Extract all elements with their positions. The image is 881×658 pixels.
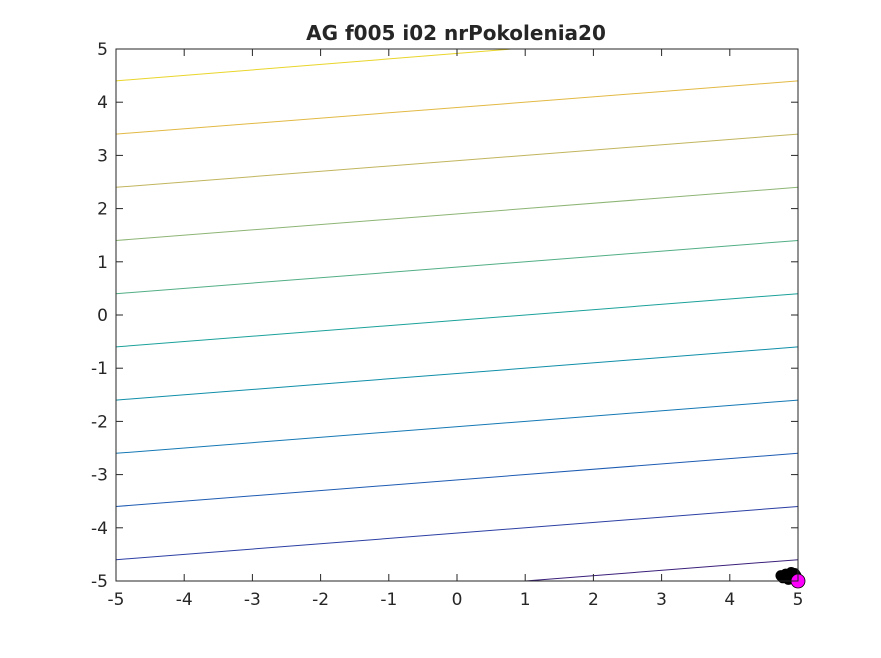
contour-line-6 [115, 240, 799, 295]
x-tick-label: -1 [380, 590, 397, 610]
contour-line-2 [115, 452, 799, 507]
contour-lines [115, 48, 799, 582]
contour-line-10 [115, 48, 512, 82]
contour-line-7 [115, 186, 799, 241]
x-tick-label: 1 [520, 590, 531, 610]
y-tick-label: -4 [91, 519, 108, 539]
y-axis: -5 -4 -3 -2 -1 0 1 2 3 4 5 [91, 40, 798, 592]
y-tick-label: 1 [97, 253, 108, 273]
y-tick-label: -3 [91, 466, 108, 486]
contour-line-0 [525, 559, 799, 582]
plot-area-frame [115, 48, 799, 582]
y-tick-label: -1 [91, 359, 108, 379]
y-tick-label: 3 [97, 146, 108, 166]
contour-line-9 [115, 80, 799, 135]
y-tick-label: 4 [97, 93, 108, 113]
x-tick-label: -5 [108, 590, 125, 610]
y-tick-label: 0 [97, 306, 108, 326]
y-tick-label: 2 [97, 200, 108, 220]
x-tick-label: 4 [724, 590, 735, 610]
contour-line-3 [115, 399, 799, 454]
x-tick-label: -4 [176, 590, 193, 610]
x-tick-label: 5 [793, 590, 804, 610]
chart-title: AG f005 i02 nrPokolenia20 [306, 21, 606, 45]
x-tick-label: 2 [588, 590, 599, 610]
contour-line-5 [115, 293, 799, 348]
y-tick-label: 5 [97, 40, 108, 60]
x-tick-label: 3 [656, 590, 667, 610]
x-tick-label: 0 [452, 590, 463, 610]
y-tick-label: -5 [91, 572, 108, 592]
contour-line-1 [115, 506, 799, 561]
contour-line-4 [115, 346, 799, 401]
contour-line-8 [115, 133, 799, 188]
population-points [775, 566, 802, 585]
x-tick-label: -2 [312, 590, 329, 610]
x-tick-label: -3 [244, 590, 261, 610]
y-tick-label: -2 [91, 412, 108, 432]
x-axis: -5 -4 -3 -2 -1 0 1 2 3 4 5 [108, 49, 804, 610]
